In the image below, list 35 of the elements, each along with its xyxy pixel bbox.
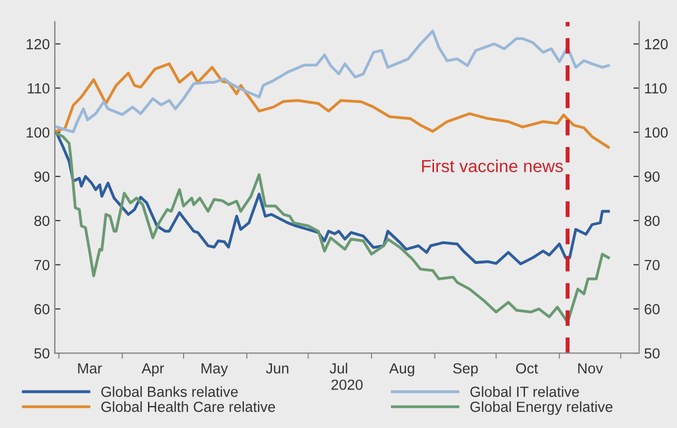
x-tick-label: Oct	[516, 363, 538, 374]
line-series	[55, 62, 610, 149]
y-tick-label: 50	[34, 348, 50, 359]
x-tick-label: Sep	[453, 363, 478, 376]
y-tick-label: 120	[26, 39, 50, 50]
ref-line-label: First vaccine news	[422, 159, 563, 172]
y-tick-label: 110	[28, 83, 50, 94]
legend-label: Global Banks relative	[101, 386, 238, 397]
line-series	[55, 132, 610, 324]
y2-tick-label: 90	[644, 172, 660, 182]
y-tick-label: 90	[34, 172, 50, 182]
x-tick-label: Apr	[142, 363, 164, 376]
x-tick-label: May	[202, 363, 228, 376]
x-tick-label: Mar	[78, 363, 102, 374]
y2-tick-label: 60	[644, 304, 660, 314]
y2-tick-label: 50	[644, 348, 660, 359]
x-axis-title: 2020	[331, 380, 363, 390]
y-tick-label: 100	[26, 127, 50, 138]
legend-label: Global Energy relative	[470, 401, 612, 415]
y-tick-label: 60	[34, 304, 50, 314]
legend-label: Global IT relative	[470, 386, 579, 397]
y2-tick-label: 70	[644, 260, 660, 270]
y2-tick-label: 120	[645, 39, 668, 50]
x-tick-label: Nov	[578, 363, 603, 374]
legend-label: Global Health Care relative	[101, 401, 276, 412]
x-tick-label: Jun	[266, 363, 288, 374]
line-series	[55, 132, 610, 266]
y2-tick-label: 100	[645, 127, 668, 138]
y-tick-label: 70	[34, 260, 50, 270]
y2-tick-label: 110	[645, 83, 667, 94]
y2-tick-label: 80	[644, 216, 660, 226]
x-tick-label: Jul	[330, 362, 348, 374]
x-tick-label: Aug	[389, 363, 414, 376]
y-tick-label: 80	[34, 216, 50, 226]
line-series	[55, 30, 610, 134]
